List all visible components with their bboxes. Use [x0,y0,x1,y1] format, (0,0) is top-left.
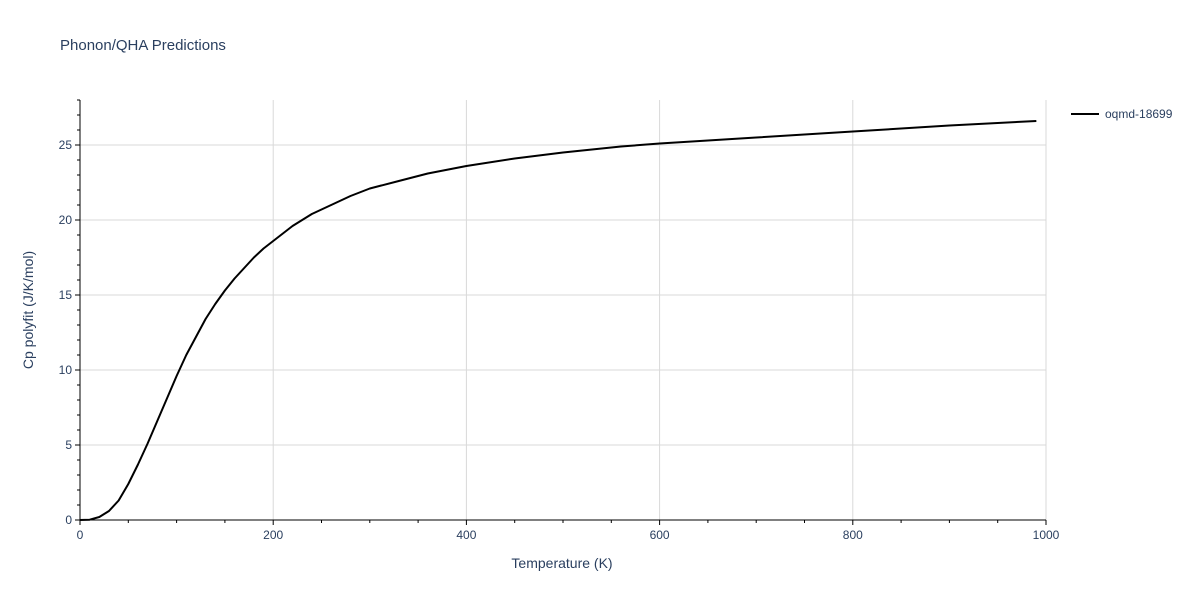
series-line[interactable] [79,120,1037,521]
y-tick-label: 5 [65,438,72,452]
x-axis-label: Temperature (K) [511,555,612,571]
axes: 0 200 400 600 800 1000 0 5 10 15 20 25 [59,99,1060,542]
y-tick-label: 15 [59,288,73,302]
chart-title: Phonon/QHA Predictions [60,37,226,54]
legend-item-label: oqmd-18699 [1105,107,1173,121]
x-tick-label: 600 [650,528,670,542]
y-tick-label: 20 [59,213,73,227]
x-tick-label: 400 [456,528,476,542]
y-tick-label: 0 [65,513,72,527]
y-tick-label: 25 [59,138,73,152]
y-axis-label: Cp polyfit (J/K/mol) [20,251,36,369]
series-layer [79,120,1037,521]
grid [80,100,1047,520]
x-tick-label: 0 [77,528,84,542]
legend[interactable]: oqmd-18699 [1071,107,1173,121]
y-tick-label: 10 [59,363,73,377]
x-tick-label: 1000 [1033,528,1060,542]
x-tick-label: 200 [263,528,283,542]
x-tick-label: 800 [843,528,863,542]
